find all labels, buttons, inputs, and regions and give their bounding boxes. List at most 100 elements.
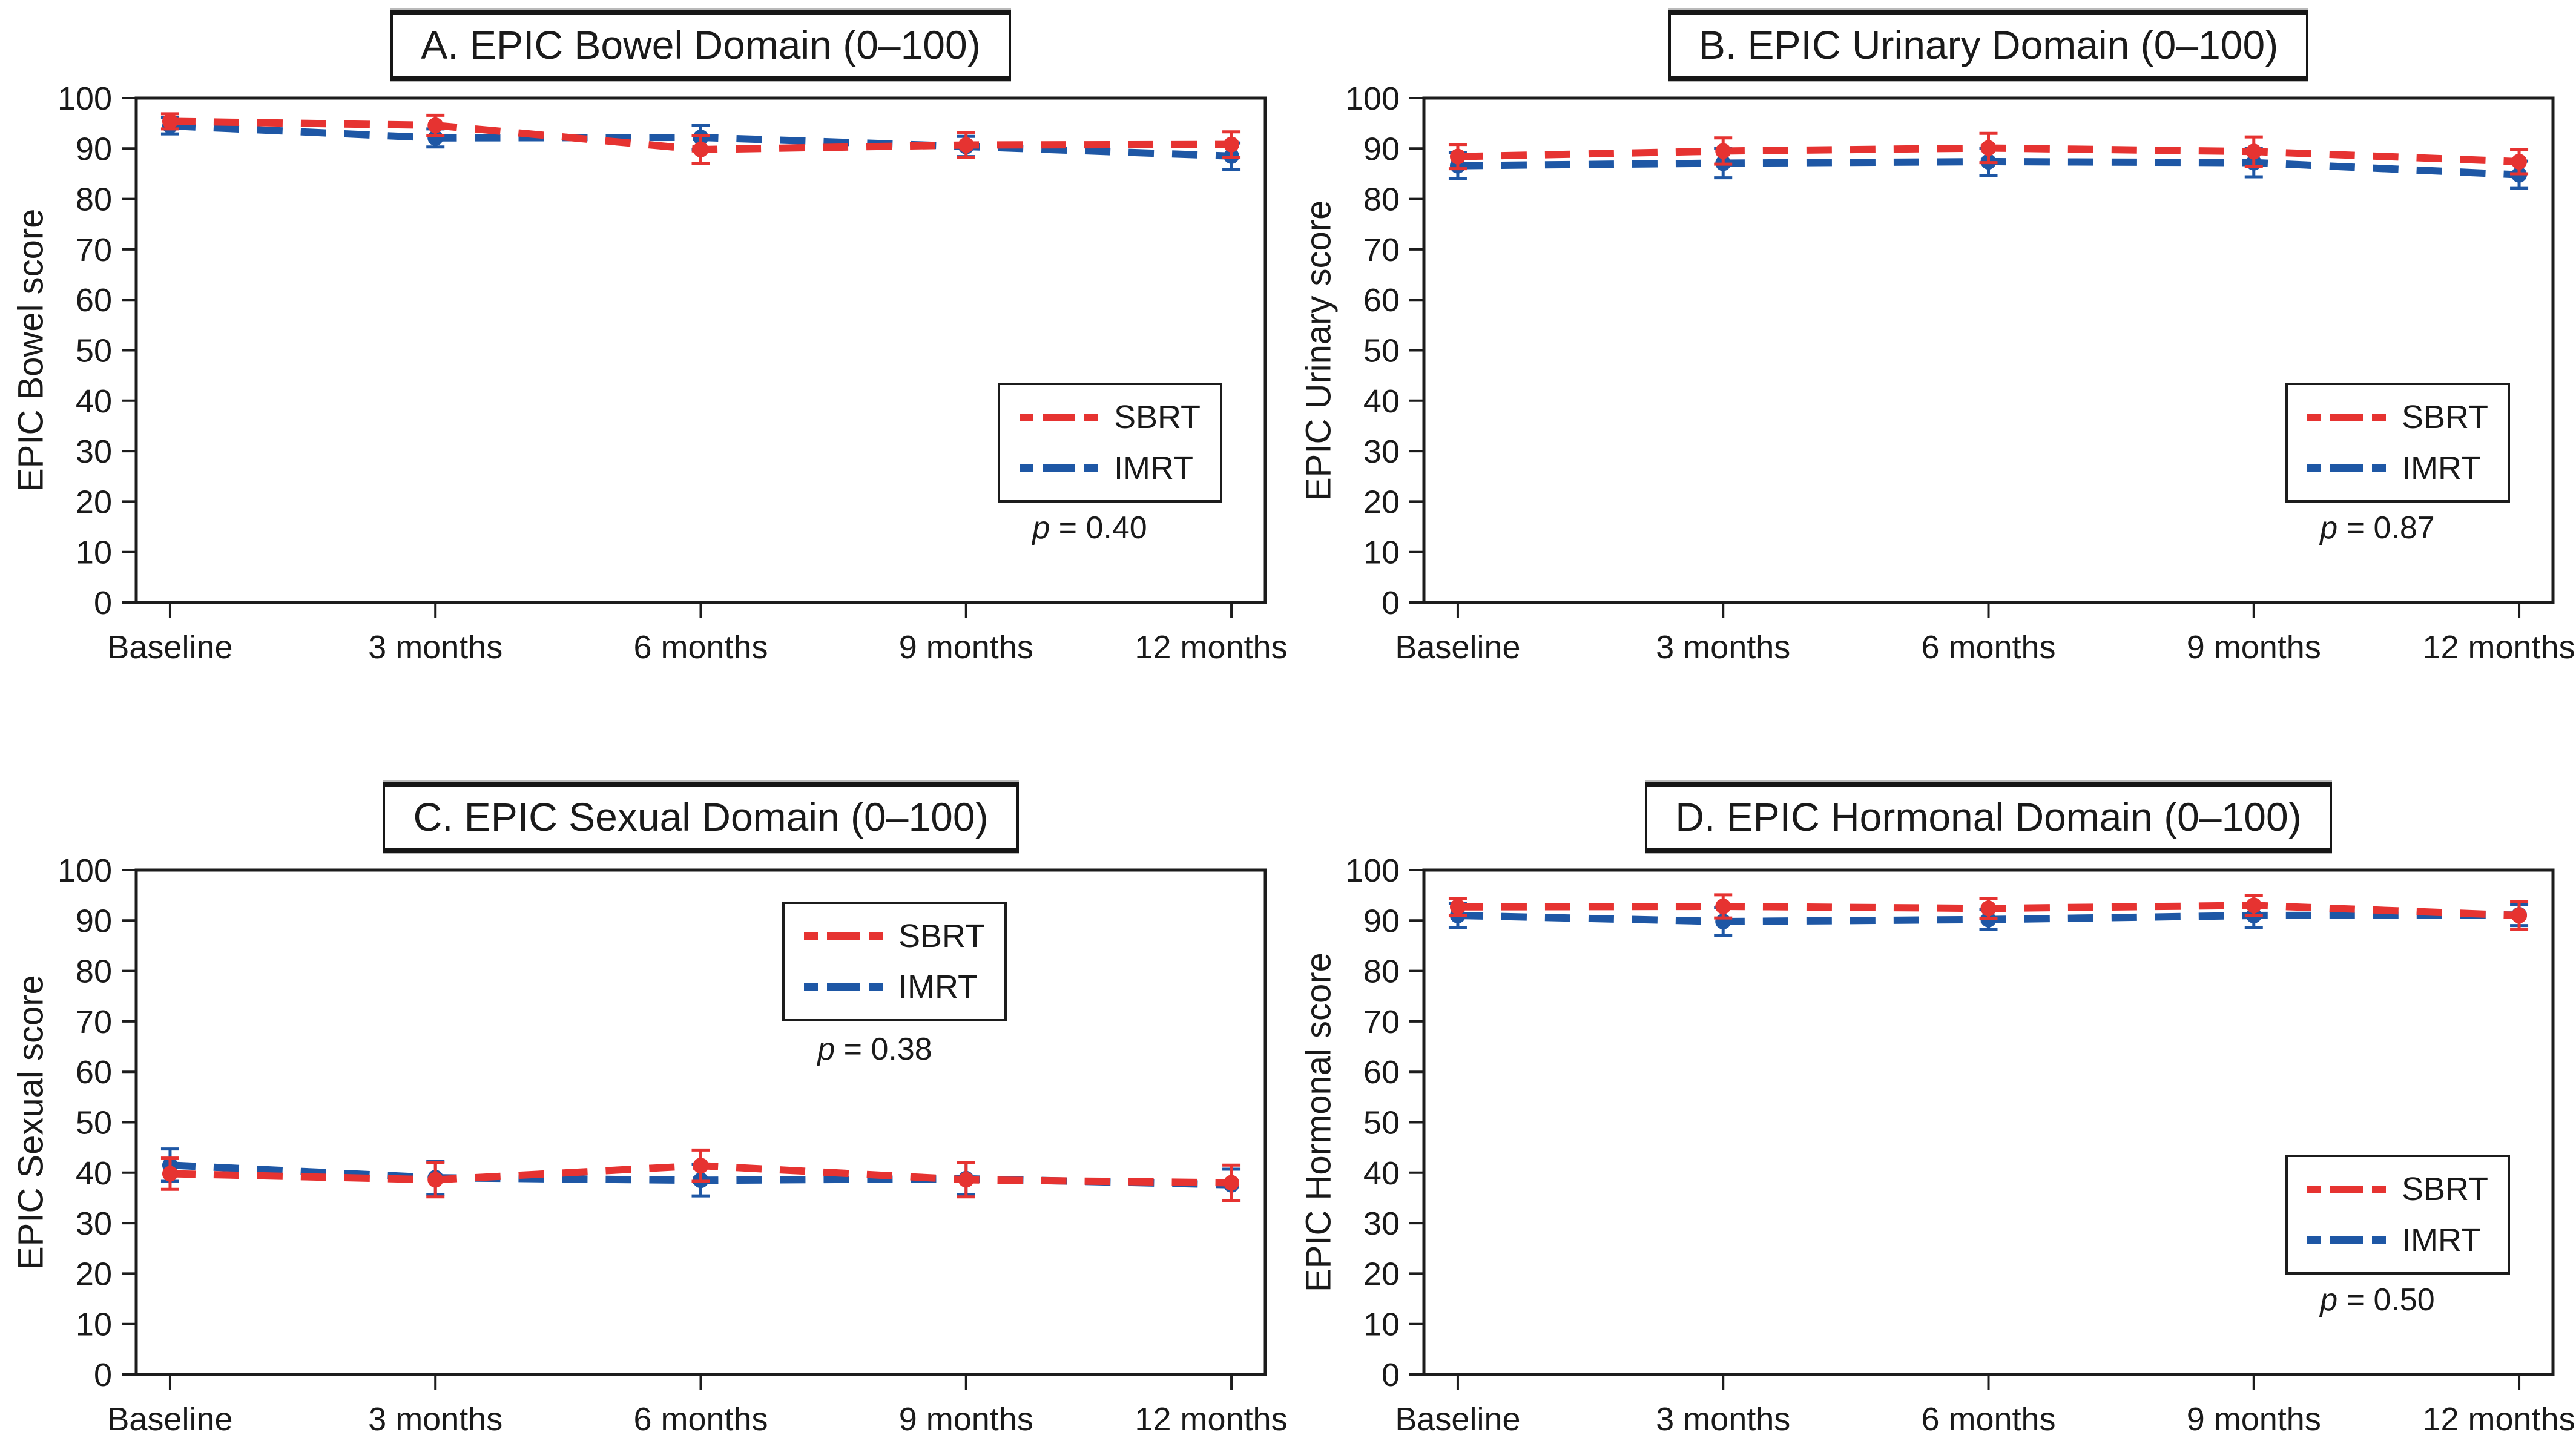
svg-text:40: 40: [76, 1155, 112, 1192]
imrt-dash-swatch: [1020, 464, 1098, 472]
legend: SBRT IMRT: [2285, 1155, 2511, 1275]
legend-item-sbrt: SBRT: [2307, 401, 2488, 434]
svg-text:100: 100: [1345, 81, 1400, 117]
y-axis-label: EPIC Sexual score: [11, 975, 51, 1270]
y-axis-label: EPIC Hormonal score: [1299, 952, 1339, 1292]
legend-label-sbrt: SBRT: [898, 918, 986, 954]
svg-text:90: 90: [1363, 903, 1400, 939]
svg-text:Baseline: Baseline: [107, 1401, 232, 1435]
axes: 0 10 20 30 40 50 60 70 80 90 100 Baseline 3 months 6 …: [58, 81, 1288, 665]
legend: SBRT IMRT: [998, 383, 1223, 503]
p-text: = 0.50: [2337, 1282, 2435, 1318]
svg-text:80: 80: [1363, 182, 1400, 218]
sbrt-marker: [1224, 1175, 1240, 1191]
p-symbol: p: [817, 1032, 835, 1067]
p-value: p = 0.38: [778, 1031, 972, 1067]
sbrt-marker: [1449, 148, 1466, 165]
svg-text:90: 90: [1363, 131, 1400, 167]
axes: 0 10 20 30 40 50 60 70 80 90 100 Baseline 3 months 6 …: [1345, 81, 2575, 665]
svg-text:0: 0: [94, 1357, 112, 1393]
p-value: p = 0.40: [993, 510, 1187, 546]
svg-text:40: 40: [76, 383, 112, 420]
legend: SBRT IMRT: [782, 902, 1007, 1021]
svg-text:30: 30: [1363, 434, 1400, 470]
series-sbrt: [160, 1148, 1241, 1202]
svg-text:9 months: 9 months: [2187, 629, 2321, 665]
svg-text:40: 40: [1363, 383, 1400, 420]
svg-text:70: 70: [1363, 1004, 1400, 1040]
svg-text:10: 10: [1363, 535, 1400, 571]
p-symbol: p: [1032, 510, 1050, 546]
sbrt-dash-swatch: [2307, 413, 2386, 421]
sbrt-marker: [1715, 143, 1731, 159]
panel-title-box: D. EPIC Hormonal Domain (0–100): [1424, 782, 2553, 853]
imrt-dash-swatch: [2307, 464, 2386, 472]
svg-text:12 months: 12 months: [1135, 1401, 1287, 1435]
y-axis-label: EPIC Urinary score: [1299, 200, 1339, 501]
sbrt-marker: [2511, 153, 2528, 170]
sbrt-marker: [427, 1172, 444, 1188]
svg-text:Baseline: Baseline: [1395, 629, 1520, 665]
series-sbrt: [160, 112, 1241, 165]
svg-text:9 months: 9 months: [899, 1401, 1033, 1435]
svg-text:9 months: 9 months: [899, 629, 1033, 665]
sbrt-marker: [1980, 900, 1997, 917]
svg-text:80: 80: [1363, 954, 1400, 990]
series-sbrt: [1448, 893, 2529, 931]
svg-text:0: 0: [1382, 1357, 1400, 1393]
legend: SBRT IMRT: [2285, 383, 2511, 503]
svg-text:6 months: 6 months: [633, 1401, 768, 1435]
svg-text:12 months: 12 months: [1135, 629, 1287, 665]
panel-title: A. EPIC Bowel Domain (0–100): [390, 10, 1011, 81]
legend-label-sbrt: SBRT: [1114, 399, 1201, 435]
legend-item-sbrt: SBRT: [804, 920, 985, 952]
svg-text:20: 20: [1363, 1256, 1400, 1292]
svg-text:70: 70: [76, 1004, 112, 1040]
sbrt-marker: [2245, 144, 2262, 160]
svg-text:80: 80: [76, 954, 112, 990]
svg-text:90: 90: [76, 903, 112, 939]
sbrt-marker: [958, 137, 974, 153]
svg-text:3 months: 3 months: [368, 629, 502, 665]
svg-text:9 months: 9 months: [2187, 1401, 2321, 1435]
svg-text:80: 80: [76, 182, 112, 218]
sbrt-marker: [427, 117, 444, 133]
legend-label-sbrt: SBRT: [2402, 399, 2489, 435]
axes: 0 10 20 30 40 50 60 70 80 90 100 Baseline 3 months 6 …: [1345, 853, 2575, 1435]
svg-text:6 months: 6 months: [1921, 1401, 2055, 1435]
p-value: p = 0.50: [2281, 1282, 2474, 1318]
panel-title: C. EPIC Sexual Domain (0–100): [383, 782, 1019, 853]
plot-area-urinary: 0 10 20 30 40 50 60 70 80 90 100 Baseline 3 months 6 …: [1345, 81, 2575, 665]
svg-text:0: 0: [1382, 585, 1400, 621]
sbrt-marker: [1449, 899, 1466, 915]
svg-text:70: 70: [76, 232, 112, 268]
svg-text:20: 20: [76, 484, 112, 520]
p-value: p = 0.87: [2281, 510, 2474, 546]
legend-label-imrt: IMRT: [2402, 1222, 2481, 1258]
svg-text:10: 10: [76, 535, 112, 571]
legend-item-sbrt: SBRT: [1020, 401, 1201, 434]
sbrt-marker: [162, 1166, 178, 1182]
svg-text:40: 40: [1363, 1155, 1400, 1192]
sbrt-dash-swatch: [2307, 1185, 2386, 1193]
p-text: = 0.38: [835, 1032, 932, 1067]
panel-title: B. EPIC Urinary Domain (0–100): [1668, 10, 2309, 81]
legend-item-imrt: IMRT: [1020, 452, 1201, 484]
legend-label-imrt: IMRT: [2402, 450, 2481, 486]
sbrt-marker: [1715, 898, 1731, 914]
sbrt-dash-swatch: [1020, 413, 1098, 421]
svg-text:30: 30: [76, 434, 112, 470]
svg-text:100: 100: [58, 81, 112, 117]
legend-label-sbrt: SBRT: [2402, 1171, 2489, 1207]
panel-title: D. EPIC Hormonal Domain (0–100): [1645, 782, 2332, 853]
svg-text:3 months: 3 months: [368, 1401, 502, 1435]
svg-text:12 months: 12 months: [2422, 1401, 2575, 1435]
panel-sexual: 0 10 20 30 40 50 60 70 80 90 100 Baseline 3 months 6 …: [0, 772, 1288, 1435]
svg-text:3 months: 3 months: [1656, 629, 1790, 665]
svg-text:Baseline: Baseline: [107, 629, 232, 665]
sbrt-marker: [693, 1158, 709, 1174]
plot-area-sexual: 0 10 20 30 40 50 60 70 80 90 100 Baseline 3 months 6 …: [58, 853, 1288, 1435]
sbrt-marker: [693, 141, 709, 157]
p-symbol: p: [2320, 510, 2338, 546]
